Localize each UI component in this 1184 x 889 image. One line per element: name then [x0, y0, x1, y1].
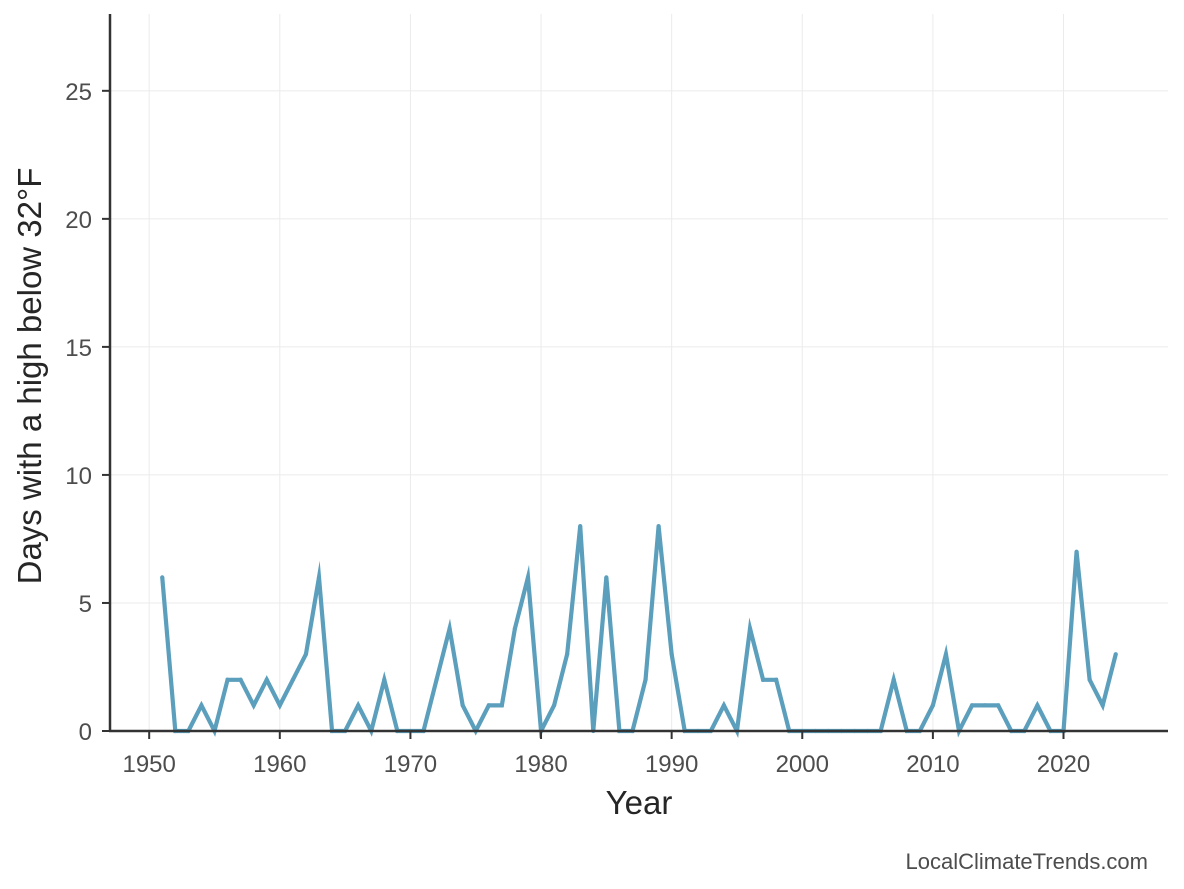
data-point [943, 652, 949, 657]
data-point [1087, 677, 1092, 682]
x-tick-label: 1950 [122, 751, 175, 778]
x-tick-label: 1960 [253, 751, 306, 778]
series-line [160, 525, 1118, 739]
y-tick-label: 25 [65, 79, 92, 106]
data-point [447, 626, 452, 631]
grid-lines [110, 14, 1168, 732]
y-tick-label: 20 [65, 207, 92, 234]
axes [102, 14, 1168, 739]
y-tick-label: 5 [79, 591, 92, 618]
data-point [721, 703, 727, 708]
credit-text: LocalClimateTrends.com [905, 849, 1149, 874]
data-point [983, 703, 988, 708]
data-point [1035, 703, 1040, 708]
data-point [1113, 652, 1118, 657]
data-point [604, 575, 609, 580]
data-point [303, 652, 309, 657]
data-point [669, 652, 674, 657]
x-tick-label: 2020 [1037, 751, 1090, 778]
tick-labels: 1950 1960 1970 1980 1990 2000 2010 2020 0 5 10 15 20… [65, 79, 1090, 778]
x-tick-label: 2010 [906, 751, 959, 778]
data-point [264, 677, 269, 682]
y-axis-title: Days with a high below 32°F [11, 168, 48, 585]
data-point [486, 703, 491, 708]
data-point [382, 677, 387, 682]
data-point [238, 677, 243, 682]
data-point [499, 703, 504, 708]
data-point [225, 677, 230, 682]
data-point [199, 703, 204, 708]
data-point [1100, 703, 1105, 708]
data-point [251, 703, 256, 708]
series-layer [160, 524, 1118, 739]
y-tick-label: 0 [79, 719, 92, 746]
data-point [774, 677, 779, 682]
x-tick-label: 1970 [384, 751, 437, 778]
data-point [460, 703, 465, 708]
data-point [969, 703, 975, 708]
data-point [565, 652, 570, 657]
data-point [512, 626, 518, 631]
data-point [356, 703, 361, 708]
data-point [434, 677, 439, 682]
data-point [525, 575, 531, 580]
data-point [760, 677, 766, 682]
x-tick-label: 1980 [514, 751, 567, 778]
data-point [930, 703, 935, 708]
x-axis-title: Year [606, 784, 673, 821]
data-point [551, 703, 557, 708]
data-point [996, 703, 1001, 708]
data-point [578, 524, 583, 529]
data-point [277, 703, 282, 708]
data-point [656, 524, 661, 529]
data-point [891, 677, 896, 682]
data-point [643, 677, 648, 682]
data-point [1074, 549, 1079, 554]
x-tick-label: 1990 [645, 751, 698, 778]
y-tick-label: 15 [65, 335, 92, 362]
y-tick-label: 10 [65, 463, 92, 490]
data-point [160, 575, 165, 580]
x-tick-label: 2000 [776, 751, 829, 778]
data-point [747, 626, 753, 631]
data-point [290, 677, 295, 682]
data-point [316, 575, 322, 580]
